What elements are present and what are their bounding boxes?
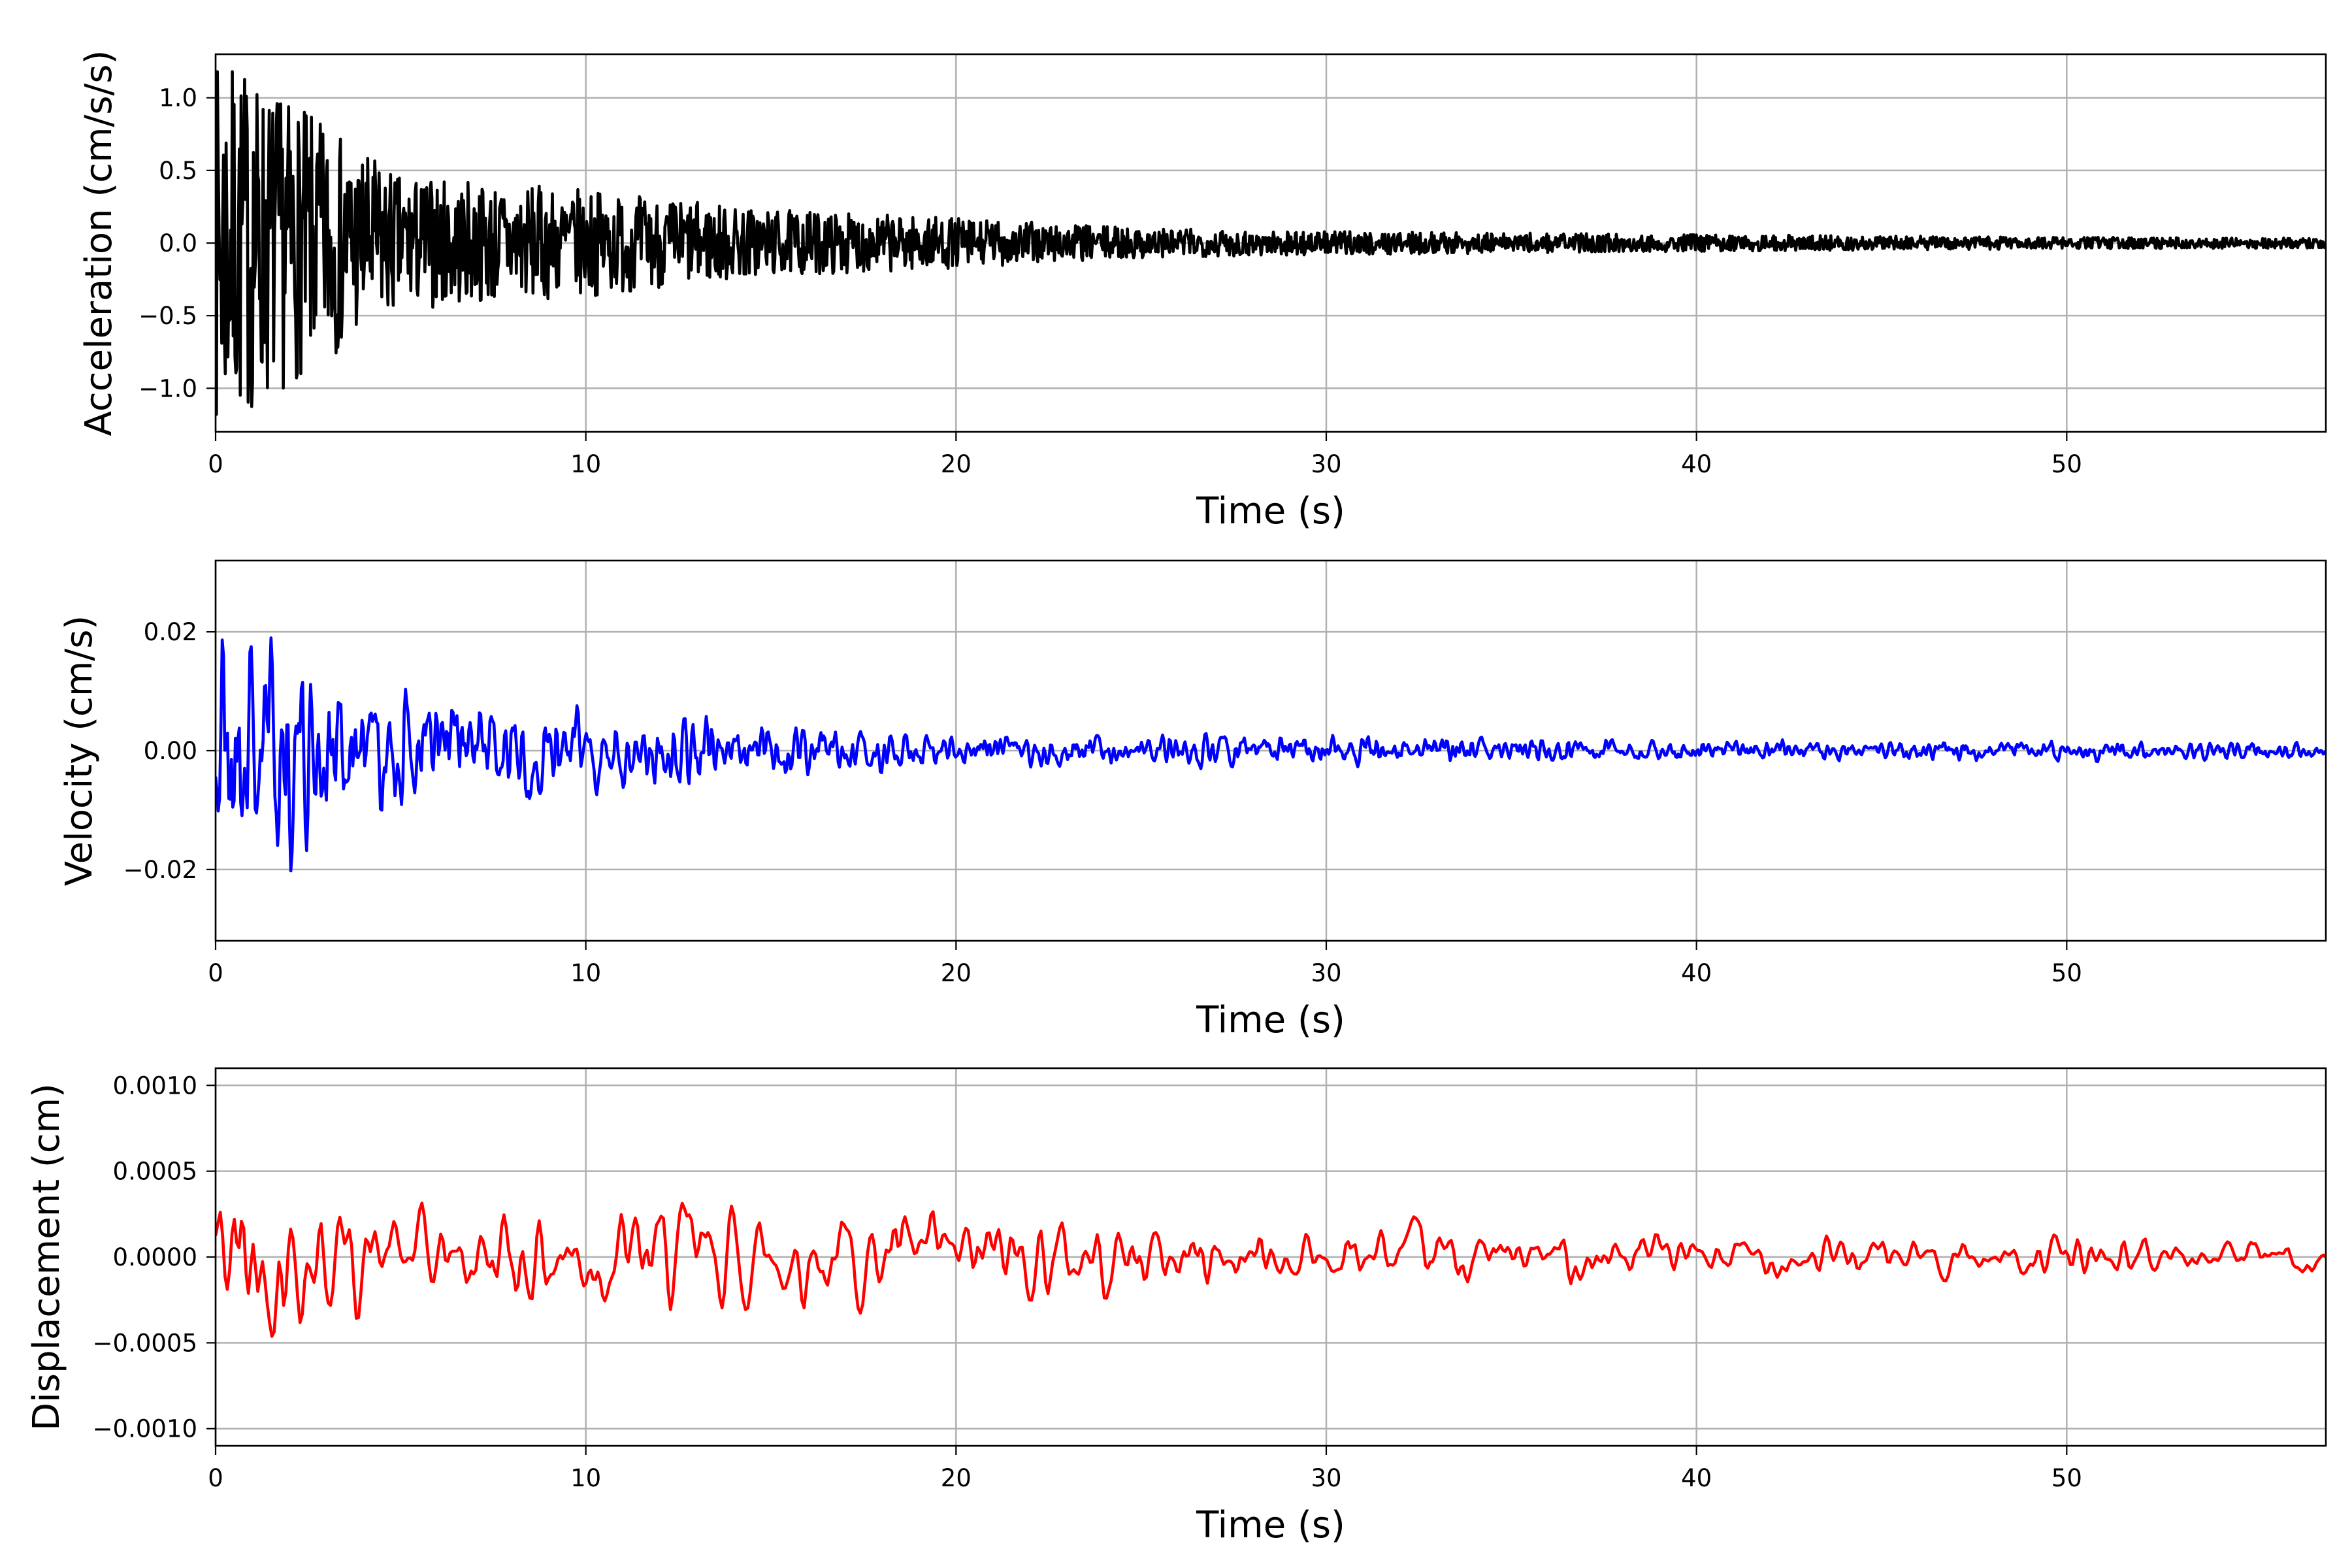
acceleration-x-tick-label: 20 xyxy=(941,450,972,478)
displacement-y-tick-label: 0.0010 xyxy=(113,1071,197,1100)
displacement-y-tick-label: 0.0000 xyxy=(113,1243,197,1271)
acceleration-y-tick-label: 1.0 xyxy=(159,84,197,112)
acceleration-y-tick-label: 0.0 xyxy=(159,229,197,257)
acceleration-x-axis-label: Time (s) xyxy=(1196,490,1345,532)
velocity-x-tick-label: 50 xyxy=(2051,959,2082,987)
acceleration-y-tick-label: 0.5 xyxy=(159,157,197,185)
velocity-y-tick-label: 0.00 xyxy=(144,737,197,765)
velocity-x-tick-label: 0 xyxy=(208,959,223,987)
velocity-y-tick-label: 0.02 xyxy=(144,618,197,646)
acceleration-x-tick-label: 40 xyxy=(1681,450,1712,478)
acceleration-x-tick-label: 50 xyxy=(2051,450,2082,478)
displacement-panel: 0 10 20 30 40 50 0.0010 0.0005 0.0000 −0.0005 −0.0… xyxy=(25,1067,2327,1546)
displacement-x-axis-label: Time (s) xyxy=(1196,1504,1345,1546)
displacement-y-tick-label: −0.0005 xyxy=(93,1329,197,1357)
displacement-x-tick-label: 20 xyxy=(941,1464,972,1492)
displacement-x-tick-label: 10 xyxy=(570,1464,601,1492)
acceleration-panel: 0 10 20 30 40 50 1.0 0.5 0.0 −0.5 −1.0 Time (s) Acce… xyxy=(78,50,2327,532)
acceleration-x-tick-label: 0 xyxy=(208,450,223,478)
velocity-x-tick-label: 40 xyxy=(1681,959,1712,987)
velocity-y-tick-label: −0.02 xyxy=(123,856,197,884)
displacement-x-tick-label: 50 xyxy=(2051,1464,2082,1492)
acceleration-y-axis-label: Acceleration (cm/s/s) xyxy=(78,50,120,436)
velocity-x-tick-label: 10 xyxy=(570,959,601,987)
velocity-x-axis-label: Time (s) xyxy=(1196,999,1345,1041)
velocity-y-axis-label: Velocity (cm/s) xyxy=(58,615,101,887)
displacement-x-tick-label: 30 xyxy=(1311,1464,1341,1492)
velocity-panel: 0 10 20 30 40 50 0.02 0.00 −0.02 Time (s) Velocity… xyxy=(58,559,2327,1041)
acceleration-x-tick-label: 10 xyxy=(570,450,601,478)
displacement-series-line xyxy=(216,1201,2326,1338)
velocity-x-tick-label: 20 xyxy=(941,959,972,987)
displacement-x-tick-label: 40 xyxy=(1681,1464,1712,1492)
displacement-y-axis-label: Displacement (cm) xyxy=(25,1083,68,1431)
velocity-x-tick-label: 30 xyxy=(1311,959,1341,987)
displacement-x-tick-label: 0 xyxy=(208,1464,223,1492)
acceleration-y-tick-label: −1.0 xyxy=(139,374,197,402)
acceleration-x-tick-label: 30 xyxy=(1311,450,1341,478)
velocity-series-line xyxy=(216,636,2326,873)
acceleration-y-tick-label: −0.5 xyxy=(139,302,197,330)
displacement-y-tick-label: 0.0005 xyxy=(113,1158,197,1186)
displacement-y-tick-label: −0.0010 xyxy=(93,1415,197,1443)
acceleration-series-line xyxy=(216,70,2326,416)
